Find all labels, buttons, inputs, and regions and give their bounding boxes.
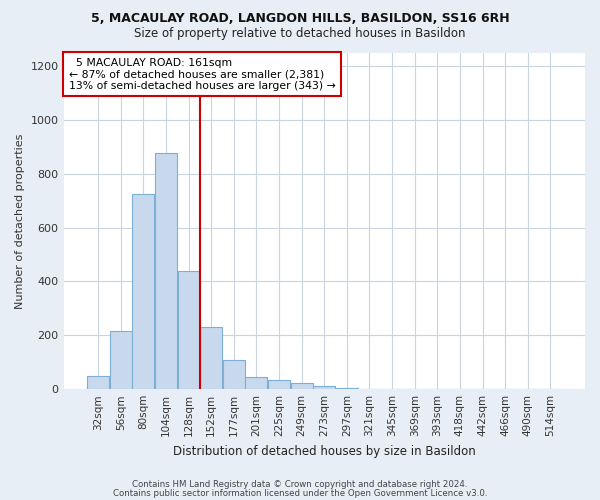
Bar (110, 332, 132, 389)
Bar (87, 376, 109, 389)
Text: 5 MACAULAY ROAD: 161sqm
← 87% of detached houses are smaller (2,381)
13% of semi: 5 MACAULAY ROAD: 161sqm ← 87% of detache… (69, 58, 335, 91)
Bar (245, 376, 268, 389)
Bar (178, 270, 200, 389)
Bar (336, 388, 358, 389)
Bar (223, 360, 245, 389)
Bar (200, 327, 222, 389)
Bar (313, 386, 335, 389)
Y-axis label: Number of detached properties: Number of detached properties (15, 133, 25, 308)
Text: 5, MACAULAY ROAD, LANGDON HILLS, BASILDON, SS16 6RH: 5, MACAULAY ROAD, LANGDON HILLS, BASILDO… (91, 12, 509, 26)
Bar (155, 152, 177, 389)
Bar (133, 194, 154, 389)
Text: Contains public sector information licensed under the Open Government Licence v3: Contains public sector information licen… (113, 488, 487, 498)
Bar (268, 380, 290, 389)
Text: Size of property relative to detached houses in Basildon: Size of property relative to detached ho… (134, 28, 466, 40)
Bar (291, 384, 313, 389)
Text: Contains HM Land Registry data © Crown copyright and database right 2024.: Contains HM Land Registry data © Crown c… (132, 480, 468, 489)
X-axis label: Distribution of detached houses by size in Basildon: Distribution of detached houses by size … (173, 444, 476, 458)
